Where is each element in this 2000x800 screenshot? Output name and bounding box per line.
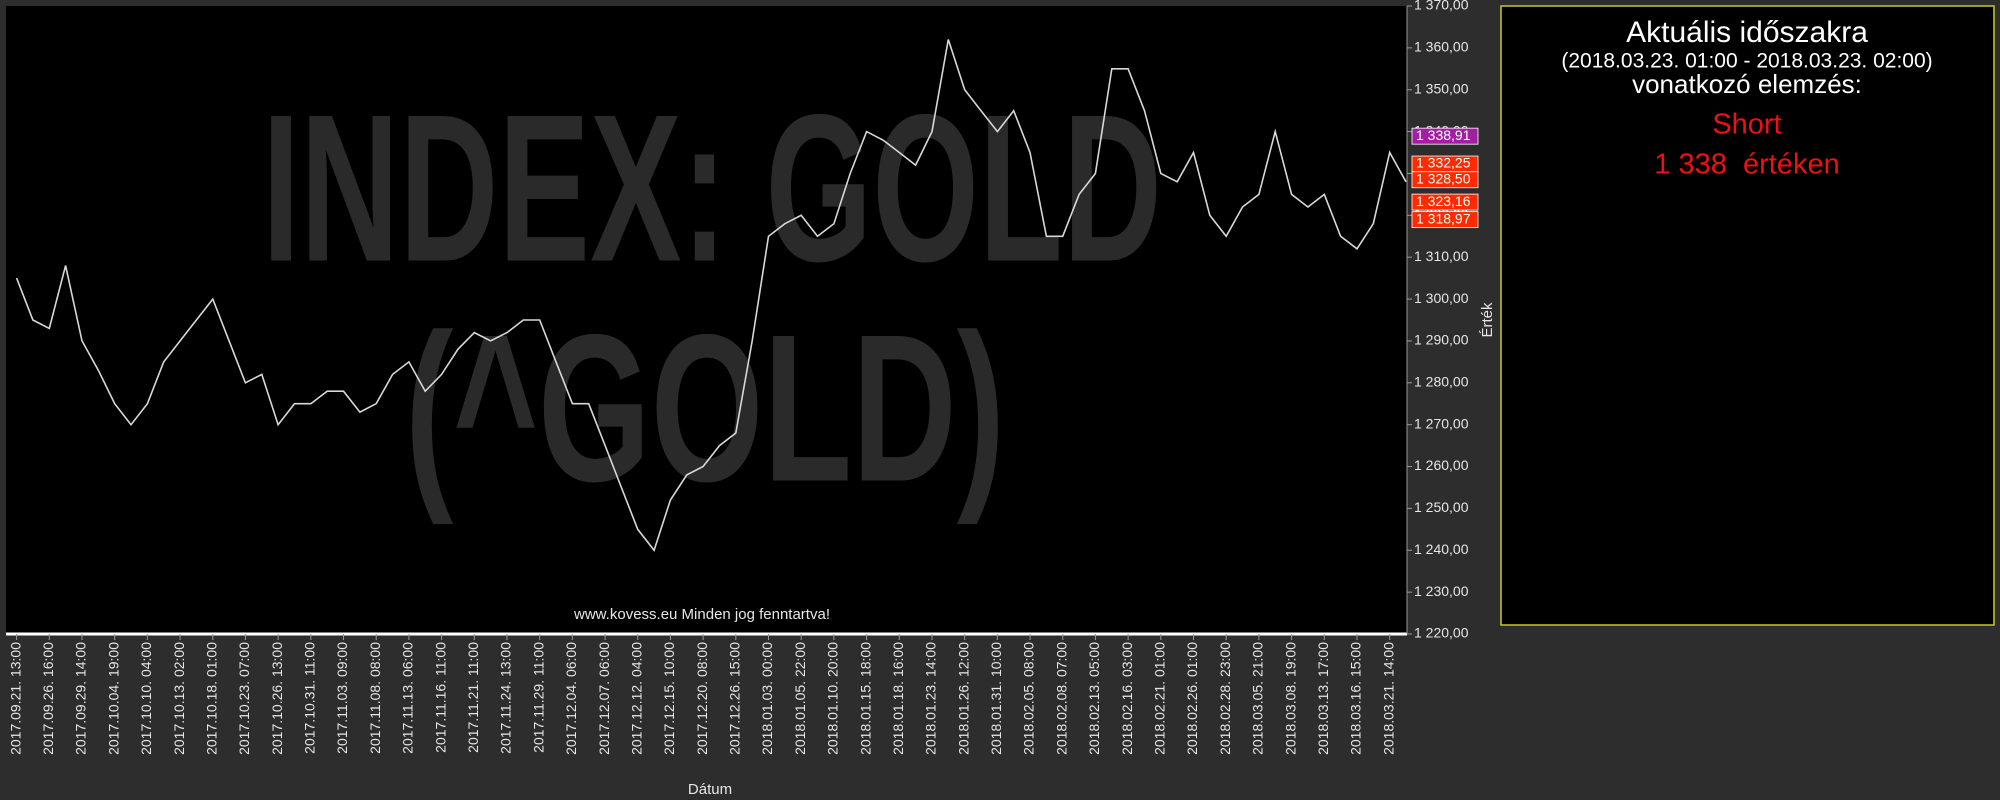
x-tick-label: 2017.10.31. 11:00	[302, 642, 318, 754]
price-tag-label: 1 323,16	[1416, 193, 1471, 209]
x-tick-label: 2017.09.21. 13:00	[7, 642, 23, 755]
x-tick-label: 2018.01.31. 10:00	[988, 642, 1004, 755]
y-tick-label: 1 300,00	[1414, 290, 1469, 306]
price-tag-label: 1 338,91	[1416, 127, 1471, 143]
x-tick-label: 2017.10.10. 04:00	[138, 642, 154, 755]
x-tick-label: 2017.11.21. 11:00	[465, 642, 481, 753]
x-tick-label: 2017.12.20. 08:00	[694, 642, 710, 755]
x-tick-label: 2017.11.16. 11:00	[432, 642, 448, 753]
x-tick-label: 2018.02.08. 07:00	[1053, 642, 1069, 755]
y-tick-label: 1 360,00	[1414, 39, 1469, 55]
x-tick-label: 2018.01.03. 00:00	[759, 642, 775, 755]
y-tick-label: 1 290,00	[1414, 332, 1469, 348]
price-tag-label: 1 318,97	[1416, 210, 1471, 226]
price-tag	[1411, 193, 1479, 211]
y-tick-label: 1 310,00	[1414, 248, 1469, 264]
panel-level: 1 338 értéken	[1654, 149, 1839, 181]
plot-area	[6, 6, 1407, 634]
analysis-panel	[1500, 5, 1995, 626]
x-tick-label: 2018.03.16. 15:00	[1348, 642, 1364, 755]
x-tick-label: 2018.01.26. 12:00	[955, 642, 971, 755]
y-tick-label: 1 270,00	[1414, 415, 1469, 431]
x-tick-label: 2017.11.03. 09:00	[334, 642, 350, 754]
x-tick-label: 2018.03.05. 21:00	[1250, 642, 1266, 755]
y-tick-label: 1 220,00	[1414, 625, 1469, 641]
y-tick-label: 1 350,00	[1414, 80, 1469, 96]
x-tick-label: 2017.10.04. 19:00	[105, 642, 121, 755]
y-axis-label: Érték	[1479, 302, 1496, 338]
price-tag	[1411, 127, 1479, 145]
y-tick-label: 1 370,00	[1414, 0, 1469, 13]
x-tick-label: 2017.12.04. 06:00	[563, 642, 579, 755]
y-tick-label: 1 240,00	[1414, 541, 1469, 557]
price-tag	[1411, 171, 1479, 189]
x-tick-label: 2018.01.18. 16:00	[890, 642, 906, 755]
x-axis-label: Dátum	[688, 781, 732, 798]
price-tag	[1411, 211, 1479, 229]
watermark: INDEX: GOLD	[262, 70, 1162, 305]
x-tick-label: 2017.10.13. 02:00	[171, 642, 187, 755]
x-tick-label: 2017.12.07. 06:00	[596, 642, 612, 755]
y-tick-label: 1 260,00	[1414, 457, 1469, 473]
x-tick-label: 2017.09.29. 14:00	[73, 642, 89, 755]
x-tick-label: 2018.02.26. 01:00	[1184, 642, 1200, 755]
y-tick-label: 1 250,00	[1414, 499, 1469, 515]
x-tick-label: 2017.10.18. 01:00	[203, 642, 219, 755]
panel-period: (2018.03.23. 01:00 - 2018.03.23. 02:00)	[1561, 50, 1932, 73]
price-line	[15, 39, 1407, 552]
x-tick-label: 2018.01.23. 14:00	[923, 642, 939, 755]
x-tick-label: 2018.02.05. 08:00	[1021, 642, 1037, 755]
x-tick-label: 2017.11.08. 08:00	[367, 642, 383, 754]
x-tick-label: 2018.02.16. 03:00	[1119, 642, 1135, 755]
x-tick-label: 2017.09.26. 16:00	[40, 642, 56, 755]
x-tick-label: 2017.11.29. 11:00	[530, 642, 546, 753]
x-tick-label: 2017.11.13. 06:00	[400, 642, 416, 754]
x-tick-label: 2017.10.23. 07:00	[236, 642, 252, 755]
footer: www.kovess.eu Minden jog fenntartva!	[573, 606, 830, 623]
x-tick-label: 2018.03.13. 17:00	[1315, 642, 1331, 755]
watermark: (^GOLD)	[405, 290, 1005, 525]
x-tick-label: 2018.03.08. 19:00	[1282, 642, 1298, 755]
x-tick-label: 2018.01.15. 18:00	[857, 642, 873, 755]
x-tick-label: 2017.12.15. 10:00	[661, 642, 677, 755]
x-tick-label: 2017.12.26. 15:00	[727, 642, 743, 755]
price-tag-label: 1 332,25	[1416, 155, 1471, 171]
x-tick-label: 2018.02.13. 05:00	[1086, 642, 1102, 755]
y-tick-label: 1 280,00	[1414, 374, 1469, 390]
x-tick-label: 2017.10.26. 13:00	[269, 642, 285, 755]
price-tag-label: 1 328,50	[1416, 170, 1471, 186]
x-tick-label: 2018.03.21. 14:00	[1380, 642, 1396, 755]
x-tick-label: 2018.02.21. 01:00	[1152, 642, 1168, 755]
x-tick-label: 2017.12.12. 04:00	[628, 642, 644, 755]
y-tick-label: 1 230,00	[1414, 583, 1469, 599]
panel-subtitle: vonatkozó elemzés:	[1632, 69, 1862, 99]
x-tick-label: 2017.11.24. 13:00	[498, 642, 514, 754]
panel-title: Aktuális időszakra	[1626, 16, 1868, 49]
panel-signal: Short	[1712, 109, 1781, 141]
x-tick-label: 2018.02.28. 23:00	[1217, 642, 1233, 755]
x-tick-label: 2018.01.10. 20:00	[825, 642, 841, 755]
x-tick-label: 2018.01.05. 22:00	[792, 642, 808, 755]
